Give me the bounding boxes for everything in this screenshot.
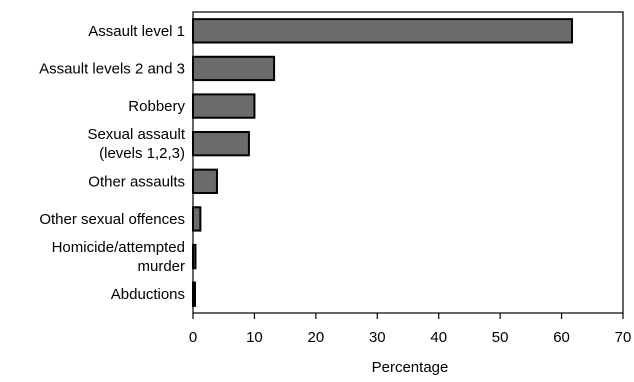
category-label-7: Abductions	[111, 286, 185, 303]
bars-group	[192, 18, 574, 307]
bar-4	[192, 168, 218, 194]
category-label-1: Assault levels 2 and 3	[39, 60, 185, 77]
bar-2	[192, 93, 256, 119]
x-tick-label-7: 70	[615, 329, 632, 346]
x-tick-label-2: 20	[308, 329, 325, 346]
category-labels-group: Assault level 1 Assault levels 2 and 3 Rob…	[39, 23, 186, 303]
category-label-line: Other assaults	[88, 173, 185, 190]
x-tick-label-5: 50	[492, 329, 509, 346]
bar-0	[192, 18, 574, 44]
category-label-line: Homicide/attempted	[52, 239, 185, 256]
category-label-2: Robbery	[128, 98, 185, 115]
x-tick-label-6: 60	[553, 329, 570, 346]
bar-1	[192, 55, 276, 82]
plot-frame	[192, 11, 624, 314]
x-ticks-group: 0 10 20 30 40 50 60 70	[189, 313, 632, 346]
x-axis-label: Percentage	[372, 359, 449, 376]
category-label-line: Other sexual offences	[39, 211, 185, 228]
category-label-line: Abductions	[111, 286, 185, 303]
x-tick-label-4: 40	[430, 329, 447, 346]
category-label-3: Sexual assault (levels 1,2,3)	[87, 126, 185, 162]
bar-5	[192, 206, 202, 232]
category-label-6: Homicide/attempted murder	[52, 239, 185, 275]
x-tick-label-1: 10	[246, 329, 263, 346]
category-label-line: Sexual assault	[87, 126, 185, 143]
x-tick-label-0: 0	[189, 329, 197, 346]
category-label-line: Assault levels 2 and 3	[39, 60, 185, 77]
x-tick-label-3: 30	[369, 329, 386, 346]
category-label-line: Assault level 1	[88, 23, 185, 40]
category-label-0: Assault level 1	[88, 23, 185, 40]
bar-3	[192, 131, 250, 157]
category-label-line: murder	[137, 258, 185, 275]
category-label-line: Robbery	[128, 98, 185, 115]
category-label-5: Other sexual offences	[39, 211, 185, 228]
category-label-line: (levels 1,2,3)	[99, 145, 185, 162]
category-label-4: Other assaults	[88, 173, 185, 190]
axes-group	[192, 11, 624, 314]
